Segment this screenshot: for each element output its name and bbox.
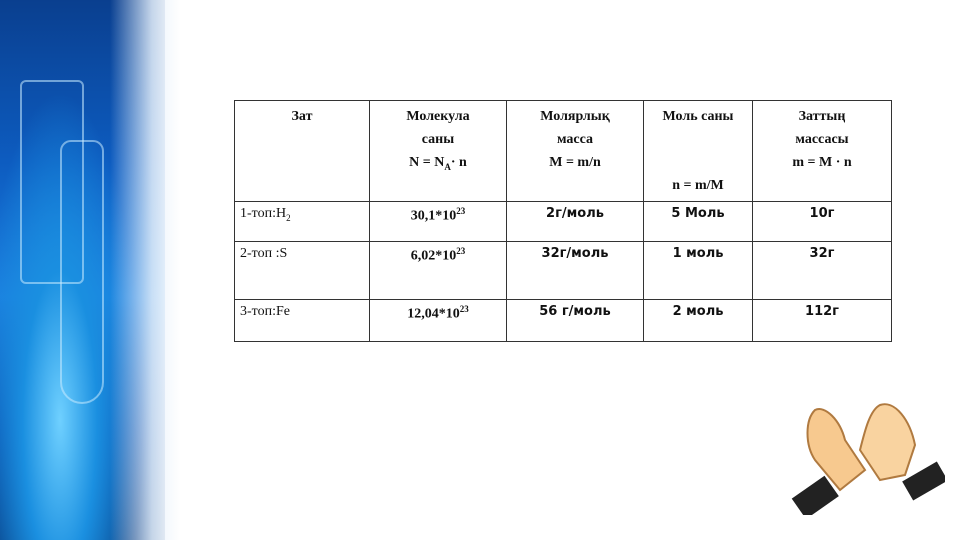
header-molecules: Молекула саны N = NA· n (369, 100, 507, 202)
cell-substance: 1-топ:H2 (234, 201, 370, 242)
cell-mass: 10г (752, 201, 892, 242)
cell-molar-mass: 2г/моль (506, 201, 644, 242)
photo-fade (110, 0, 180, 540)
table-row: 3-топ:Fe 12,04*1023 56 г/моль 2 моль 112… (234, 299, 892, 342)
cell-moles: 2 моль (643, 299, 753, 342)
header-molar-mass: Молярлық масса M = m/n (506, 100, 644, 202)
cell-molar-mass: 32г/моль (506, 241, 644, 300)
cell-molecules: 12,04*1023 (369, 299, 507, 342)
header-moles: Моль саны n = m/M (643, 100, 753, 202)
header-row: Зат Молекула саны N = NA· n Молярлық масса M… (234, 100, 892, 202)
cell-molar-mass: 56 г/моль (506, 299, 644, 342)
cell-moles: 1 моль (643, 241, 753, 300)
cell-mass: 112г (752, 299, 892, 342)
flask-shape (60, 140, 104, 404)
beaker-shape (20, 80, 84, 284)
table-row: 1-топ:H2 30,1*1023 2г/моль 5 Моль 10г (234, 201, 892, 242)
cell-molecules: 30,1*1023 (369, 201, 507, 242)
table-row: 2-топ :S 6,02*1023 32г/моль 1 моль 32г (234, 241, 892, 300)
header-mass: Заттың массасы m = M · n (752, 100, 892, 202)
cell-moles: 5 Моль (643, 201, 753, 242)
moles-table: Зат Молекула саны N = NA· n Молярлық масса M… (234, 100, 892, 342)
cell-substance: 3-топ:Fe (234, 299, 370, 342)
header-substance: Зат (234, 100, 370, 202)
cell-molecules: 6,02*1023 (369, 241, 507, 300)
clapping-hands-icon (791, 403, 945, 515)
cell-mass: 32г (752, 241, 892, 300)
cell-substance: 2-топ :S (234, 241, 370, 300)
